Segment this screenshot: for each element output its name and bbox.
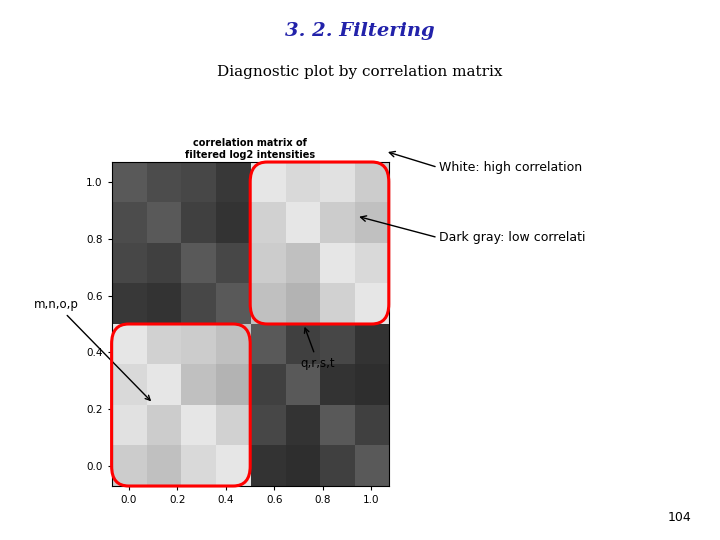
Text: Diagnostic plot by correlation matrix: Diagnostic plot by correlation matrix — [217, 65, 503, 79]
Text: q,r,s,t: q,r,s,t — [301, 328, 336, 370]
Text: 3. 2. Filtering: 3. 2. Filtering — [285, 22, 435, 39]
Title: correlation matrix of
filtered log2 intensities: correlation matrix of filtered log2 inte… — [185, 138, 315, 160]
Text: 104: 104 — [667, 511, 691, 524]
Text: m,n,o,p: m,n,o,p — [34, 298, 150, 400]
Text: White: high correlation: White: high correlation — [439, 161, 582, 174]
Text: Dark gray: low correlati: Dark gray: low correlati — [439, 231, 585, 244]
